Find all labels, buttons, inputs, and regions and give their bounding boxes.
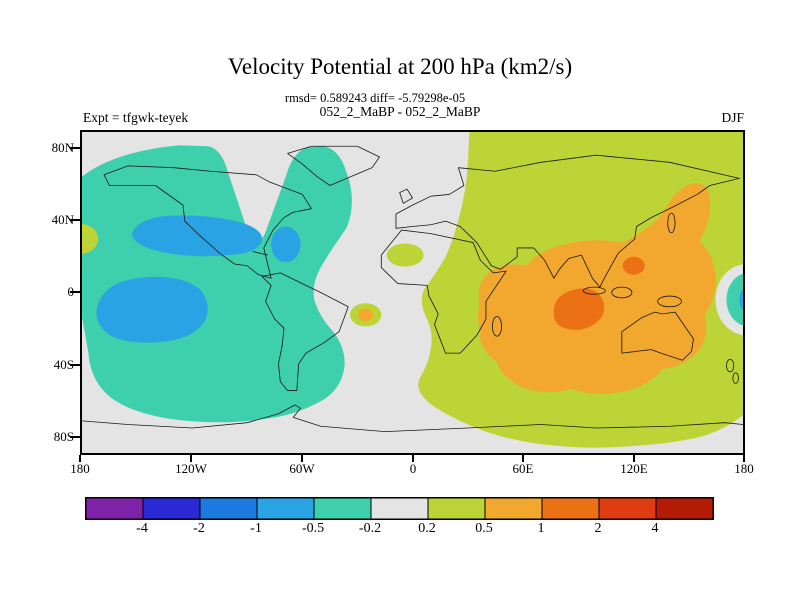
x-tick-label-60e: 60E [512, 461, 534, 476]
colorbar-label-2: -1 [250, 521, 262, 536]
y-tick-mark [70, 436, 80, 438]
colorbar-label-8: 2 [594, 521, 602, 536]
coastline-japan [667, 212, 676, 234]
colorbar-segment-8 [541, 498, 600, 519]
coastline-new-zealand-south [732, 372, 739, 384]
x-tick-mark [190, 455, 192, 462]
colorbar-segment-1 [142, 498, 201, 519]
y-tick-label-80n: 80N [51, 140, 74, 155]
colorbar-segment-0 [86, 498, 144, 519]
coastline-south-america [261, 272, 349, 391]
y-tick-mark [70, 364, 80, 366]
colorbar-segment-6 [427, 498, 486, 519]
contour-patch-positive-green-west-africa [386, 243, 424, 267]
coastline-eurasia [395, 154, 740, 288]
contour-spot-positive-orange-south-atlantic [358, 308, 374, 322]
coastline-australia [621, 311, 694, 361]
contour-maximum-deep-orange-west-pacific [622, 256, 645, 275]
experiment-label: Expt = tfgwk-teyek [83, 110, 189, 125]
coastline-madagascar [491, 316, 502, 337]
colorbar-segment-10 [655, 498, 713, 519]
contour-core-negative-blue-right-edge [739, 289, 743, 311]
contour-patch-positive-green-left-edge-wrap [82, 223, 99, 255]
plot-title: Velocity Potential at 200 hPa (km2/s) [227, 54, 573, 79]
colorbar-segment-2 [199, 498, 258, 519]
x-tick-label-120e: 120E [620, 461, 648, 476]
x-tick-label-180w: 180 [70, 461, 90, 476]
coastline-africa [380, 229, 507, 354]
colorbar-label-9: 4 [651, 521, 659, 536]
contour-core-negative-blue-east [271, 226, 301, 263]
colorbar-segment-7 [484, 498, 543, 519]
map-frame [80, 130, 745, 455]
colorbar-segment-4 [313, 498, 372, 519]
coastline-new-zealand-north [726, 358, 735, 373]
coastline-borneo [611, 286, 633, 299]
contour-region-negative-teal [82, 145, 352, 423]
x-tick-mark [412, 455, 414, 462]
contour-core-negative-blue-tropical [96, 276, 208, 343]
season-label: DJF [721, 110, 744, 125]
colorbar-label-6: 0.5 [475, 521, 493, 536]
y-tick-mark [70, 291, 80, 293]
contour-maximum-deep-orange-indian-ocean [553, 288, 605, 330]
fields-label: 052_2_MaBP - 052_2_MaBP [319, 104, 481, 119]
x-tick-mark [633, 455, 635, 462]
colorbar [85, 497, 714, 520]
x-tick-label-60w: 60W [289, 461, 315, 476]
world-map-svg [82, 132, 743, 453]
contour-core-positive-orange [478, 183, 716, 394]
colorbar-label-4: -0.2 [358, 521, 382, 536]
stats-line: rmsd= 0.589243 diff= -5.79298e-05 [284, 91, 466, 105]
coastline-misc-islands-antarctica [82, 188, 743, 433]
colorbar-label-7: 1 [537, 521, 545, 536]
x-tick-label-0: 0 [409, 461, 417, 476]
colorbar-segment-5 [370, 498, 429, 519]
coastline-north-america [103, 165, 312, 279]
colorbar-label-3: -0.5 [301, 521, 325, 536]
x-tick-mark [79, 455, 81, 462]
colorbar-label-0: -4 [136, 521, 148, 536]
colorbar-segment-3 [256, 498, 315, 519]
y-tick-mark [70, 147, 80, 149]
y-tick-label-40n: 40N [51, 212, 74, 227]
contour-patch-negative-teal-right-edge [726, 273, 743, 326]
colorbar-segment-9 [598, 498, 657, 519]
colorbar-label-5: 0.2 [418, 521, 436, 536]
colorbar-svg [86, 498, 713, 519]
x-tick-label-180e: 180 [734, 461, 754, 476]
y-tick-label-0: 0 [36, 285, 75, 299]
x-tick-mark [301, 455, 303, 462]
x-tick-mark [522, 455, 524, 462]
colorbar-label-1: -2 [193, 521, 205, 536]
coastline-new-guinea [657, 295, 682, 308]
coastlines-group [82, 145, 743, 433]
coastline-greenland [287, 145, 380, 186]
y-tick-label-40s: 40S [53, 357, 74, 372]
x-tick-mark [743, 455, 745, 462]
x-tick-label-120w: 120W [175, 461, 207, 476]
contour-core-negative-blue-north [131, 215, 263, 257]
y-tick-label-80s: 80S [53, 429, 74, 444]
y-tick-mark [70, 219, 80, 221]
coastline-sumatra [582, 286, 606, 295]
